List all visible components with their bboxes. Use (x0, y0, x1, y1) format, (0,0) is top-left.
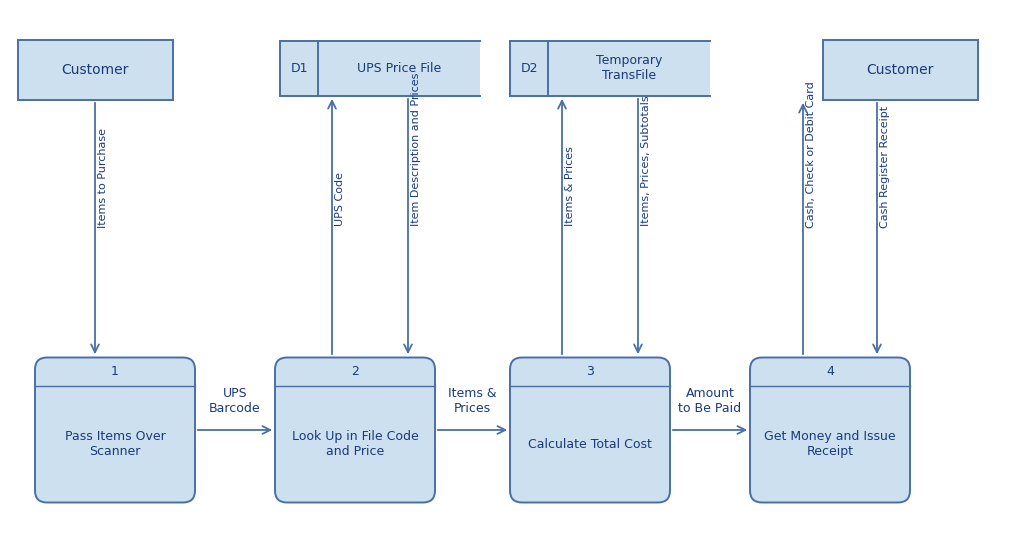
Text: Items & Prices: Items & Prices (565, 147, 575, 227)
Text: Cash, Check or Debit Card: Cash, Check or Debit Card (806, 82, 816, 228)
Text: Items &
Prices: Items & Prices (447, 387, 497, 415)
Bar (510, 41, 710, 96)
Text: Calculate Total Cost: Calculate Total Cost (528, 438, 652, 451)
FancyBboxPatch shape (510, 358, 670, 503)
FancyBboxPatch shape (750, 358, 910, 503)
Text: Amount
to Be Paid: Amount to Be Paid (679, 387, 741, 415)
Text: 4: 4 (826, 365, 834, 378)
Text: UPS Code: UPS Code (335, 173, 345, 227)
Text: Pass Items Over
Scanner: Pass Items Over Scanner (65, 430, 165, 458)
Text: Look Up in File Code
and Price: Look Up in File Code and Price (292, 430, 419, 458)
Text: Customer: Customer (866, 63, 934, 77)
FancyBboxPatch shape (35, 358, 195, 503)
Bar (822, 40, 978, 100)
Text: D1: D1 (290, 62, 308, 75)
Text: Item Description and Prices: Item Description and Prices (411, 73, 421, 227)
Bar (17, 40, 172, 100)
Text: Temporary
TransFile: Temporary TransFile (596, 54, 663, 82)
Text: D2: D2 (520, 62, 538, 75)
Text: 1: 1 (111, 365, 119, 378)
Bar (280, 41, 480, 96)
Text: UPS Price File: UPS Price File (357, 62, 441, 75)
Text: UPS
Barcode: UPS Barcode (209, 387, 261, 415)
Text: 3: 3 (586, 365, 594, 378)
Text: Get Money and Issue
Receipt: Get Money and Issue Receipt (764, 430, 896, 458)
Text: Items to Purchase: Items to Purchase (98, 129, 108, 228)
Text: Items, Prices, Subtotals: Items, Prices, Subtotals (641, 96, 651, 227)
Text: Customer: Customer (61, 63, 129, 77)
Text: 2: 2 (351, 365, 359, 378)
Text: Cash Register Receipt: Cash Register Receipt (880, 107, 890, 228)
FancyBboxPatch shape (275, 358, 435, 503)
